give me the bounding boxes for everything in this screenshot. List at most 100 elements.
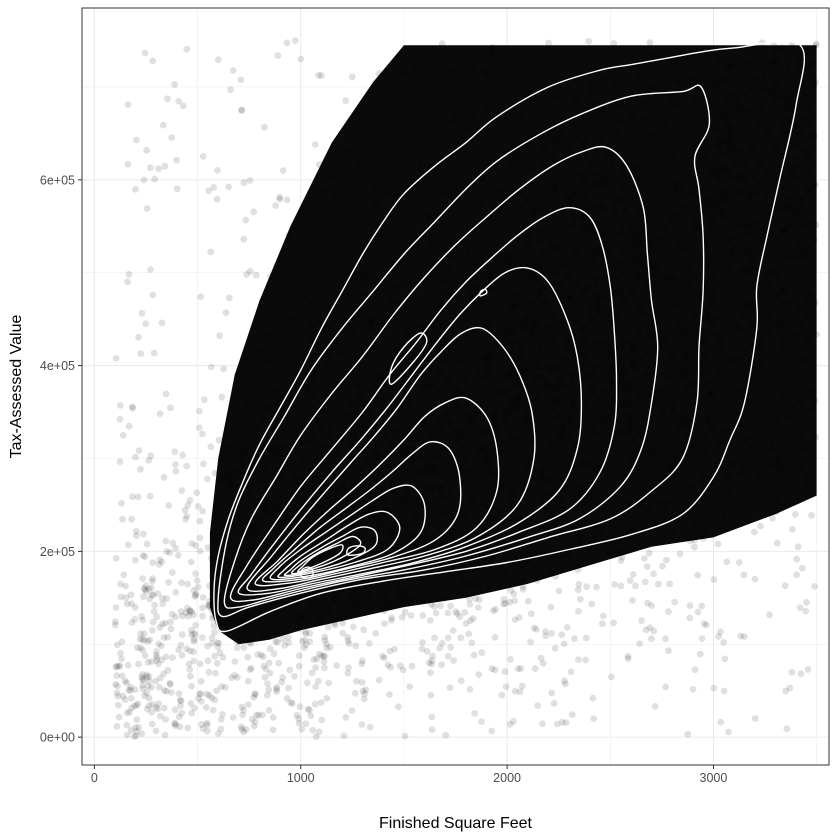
scatter-point [665, 608, 672, 616]
scatter-point [507, 656, 514, 663]
scatter-point [803, 472, 811, 480]
scatter-point [556, 138, 564, 146]
scatter-point [658, 533, 666, 541]
scatter-point [707, 391, 715, 398]
scatter-point [454, 403, 462, 410]
scatter-point [203, 719, 211, 727]
scatter-point [527, 230, 535, 238]
scatter-point [600, 541, 608, 549]
scatter-point [804, 153, 812, 161]
scatter-point [141, 652, 149, 659]
scatter-point [634, 71, 642, 78]
scatter-point [320, 599, 328, 606]
scatter-point [238, 703, 246, 711]
scatter-point [161, 687, 168, 694]
scatter-point [162, 537, 170, 545]
scatter-point [563, 483, 571, 490]
scatter-point [593, 430, 601, 437]
scatter-point [380, 527, 387, 534]
scatter-point [184, 502, 192, 509]
scatter-point [809, 405, 817, 413]
scatter-point [718, 76, 726, 84]
scatter-point [656, 386, 664, 394]
scatter-point [512, 504, 520, 512]
scatter-point [470, 66, 477, 74]
scatter-point [594, 348, 602, 356]
scatter-point [178, 631, 186, 638]
scatter-point [509, 396, 516, 403]
scatter-point [581, 138, 589, 146]
scatter-point [712, 52, 719, 60]
scatter-point [263, 691, 271, 699]
scatter-point [738, 312, 746, 320]
scatter-point [740, 571, 748, 579]
scatter-point [233, 638, 241, 646]
scatter-point [141, 49, 149, 57]
scatter-point [572, 482, 580, 490]
scatter-point [348, 73, 356, 81]
scatter-point [448, 528, 456, 536]
scatter-point [208, 634, 216, 642]
scatter-point [651, 447, 659, 455]
scatter-point [169, 654, 176, 661]
scatter-point [568, 284, 576, 292]
scatter-point [454, 569, 461, 577]
scatter-point [149, 291, 157, 299]
scatter-point [519, 559, 527, 566]
scatter-point [214, 56, 222, 64]
scatter-point [447, 488, 454, 495]
scatter-point [437, 301, 445, 308]
scatter-point [469, 615, 477, 622]
scatter-point [277, 550, 285, 558]
scatter-point [384, 661, 392, 669]
scatter-point [577, 289, 585, 297]
scatter-point [716, 314, 723, 322]
scatter-point [263, 356, 271, 364]
scatter-point [474, 367, 482, 375]
scatter-point [732, 145, 740, 153]
scatter-point [505, 357, 512, 365]
scatter-point [678, 326, 685, 333]
scatter-point [215, 612, 223, 619]
scatter-point [492, 67, 500, 75]
scatter-point [711, 427, 719, 435]
scatter-point [404, 488, 412, 496]
scatter-point [705, 310, 713, 317]
scatter-point [514, 578, 522, 586]
scatter-point [250, 523, 258, 531]
scatter-point [387, 443, 394, 451]
scatter-point [601, 387, 609, 395]
scatter-point [585, 37, 593, 45]
scatter-point [786, 335, 794, 343]
scatter-point [396, 662, 404, 670]
scatter-point [669, 64, 677, 72]
scatter-point [629, 363, 637, 371]
scatter-point [648, 635, 655, 643]
scatter-point [112, 680, 119, 688]
scatter-point [750, 86, 757, 93]
scatter-point [246, 639, 253, 646]
scatter-point [325, 430, 332, 438]
scatter-point [629, 571, 637, 578]
scatter-point [374, 374, 382, 382]
scatter-point [658, 422, 666, 430]
scatter-point [737, 632, 744, 640]
scatter-point [473, 408, 480, 416]
scatter-point [157, 642, 165, 650]
scatter-point [783, 725, 791, 733]
scatter-point [528, 308, 536, 315]
scatter-point [292, 503, 300, 511]
scatter-point [168, 569, 176, 576]
scatter-point [802, 607, 810, 615]
scatter-point [428, 234, 436, 241]
scatter-point [558, 495, 565, 503]
scatter-point [243, 270, 251, 278]
scatter-point [774, 291, 781, 299]
scatter-point [306, 638, 314, 645]
scatter-point [225, 294, 233, 302]
scatter-point [360, 695, 368, 703]
scatter-point [602, 293, 610, 301]
scatter-point [517, 263, 525, 271]
scatter-point [463, 126, 471, 134]
scatter-point [113, 689, 121, 697]
